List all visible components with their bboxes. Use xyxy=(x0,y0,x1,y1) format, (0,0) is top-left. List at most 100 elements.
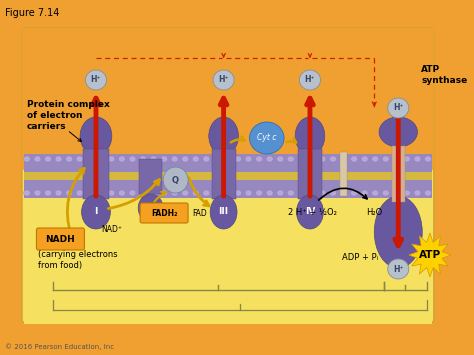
Ellipse shape xyxy=(255,156,263,162)
Text: NAD⁺: NAD⁺ xyxy=(101,225,122,235)
Ellipse shape xyxy=(171,190,178,196)
Ellipse shape xyxy=(139,190,146,196)
Ellipse shape xyxy=(425,156,431,162)
Ellipse shape xyxy=(182,190,189,196)
Ellipse shape xyxy=(374,196,422,268)
Ellipse shape xyxy=(66,156,73,162)
Ellipse shape xyxy=(414,190,421,196)
Text: FADH₂: FADH₂ xyxy=(151,208,177,218)
Ellipse shape xyxy=(361,156,368,162)
Bar xyxy=(298,149,322,199)
Ellipse shape xyxy=(224,190,231,196)
Ellipse shape xyxy=(224,156,231,162)
Ellipse shape xyxy=(372,156,379,162)
Text: III: III xyxy=(219,208,228,217)
FancyBboxPatch shape xyxy=(22,28,434,170)
Ellipse shape xyxy=(340,156,347,162)
Ellipse shape xyxy=(150,190,157,196)
Ellipse shape xyxy=(213,70,234,90)
FancyBboxPatch shape xyxy=(36,228,84,250)
Ellipse shape xyxy=(245,190,252,196)
Ellipse shape xyxy=(76,190,83,196)
Ellipse shape xyxy=(45,190,51,196)
Ellipse shape xyxy=(108,156,115,162)
Ellipse shape xyxy=(210,195,237,229)
Ellipse shape xyxy=(403,156,410,162)
Ellipse shape xyxy=(329,190,337,196)
Ellipse shape xyxy=(118,190,125,196)
Ellipse shape xyxy=(245,156,252,162)
Ellipse shape xyxy=(319,156,326,162)
Ellipse shape xyxy=(97,190,104,196)
Ellipse shape xyxy=(414,156,421,162)
Ellipse shape xyxy=(266,156,273,162)
Ellipse shape xyxy=(138,194,163,222)
Ellipse shape xyxy=(150,156,157,162)
Text: H⁺: H⁺ xyxy=(393,264,403,273)
Ellipse shape xyxy=(309,156,315,162)
Text: Figure 7.14: Figure 7.14 xyxy=(5,8,59,18)
Ellipse shape xyxy=(55,190,62,196)
Ellipse shape xyxy=(351,156,357,162)
Ellipse shape xyxy=(388,98,409,118)
Ellipse shape xyxy=(393,190,400,196)
Ellipse shape xyxy=(351,190,357,196)
Ellipse shape xyxy=(23,190,30,196)
Bar xyxy=(24,172,432,180)
Ellipse shape xyxy=(277,190,283,196)
Ellipse shape xyxy=(45,156,51,162)
Bar xyxy=(392,146,405,202)
Bar xyxy=(211,149,236,199)
Ellipse shape xyxy=(235,156,241,162)
Ellipse shape xyxy=(161,156,167,162)
Ellipse shape xyxy=(108,190,115,196)
Text: H⁺: H⁺ xyxy=(305,76,315,84)
Ellipse shape xyxy=(372,190,379,196)
Bar xyxy=(139,159,162,194)
Ellipse shape xyxy=(209,117,238,155)
Ellipse shape xyxy=(295,117,325,155)
Ellipse shape xyxy=(139,156,146,162)
Ellipse shape xyxy=(203,156,210,162)
Ellipse shape xyxy=(55,156,62,162)
Ellipse shape xyxy=(192,190,199,196)
Ellipse shape xyxy=(235,190,241,196)
Ellipse shape xyxy=(298,156,305,162)
Ellipse shape xyxy=(319,190,326,196)
Ellipse shape xyxy=(300,70,320,90)
Text: H₂O: H₂O xyxy=(366,208,383,217)
Ellipse shape xyxy=(182,156,189,162)
Text: ADP + Pᵢ: ADP + Pᵢ xyxy=(342,253,378,262)
Ellipse shape xyxy=(249,122,284,154)
Ellipse shape xyxy=(129,156,136,162)
Ellipse shape xyxy=(129,190,136,196)
Ellipse shape xyxy=(393,156,400,162)
Ellipse shape xyxy=(309,190,315,196)
Ellipse shape xyxy=(255,190,263,196)
Ellipse shape xyxy=(34,156,41,162)
Ellipse shape xyxy=(87,156,94,162)
Ellipse shape xyxy=(383,156,389,162)
Ellipse shape xyxy=(388,259,409,279)
Ellipse shape xyxy=(287,190,294,196)
Ellipse shape xyxy=(329,156,337,162)
Ellipse shape xyxy=(379,117,418,147)
Text: II: II xyxy=(148,203,154,213)
Bar xyxy=(24,194,432,324)
Ellipse shape xyxy=(163,167,188,193)
Ellipse shape xyxy=(87,190,94,196)
Ellipse shape xyxy=(34,190,41,196)
Ellipse shape xyxy=(425,190,431,196)
Bar xyxy=(340,152,347,196)
Ellipse shape xyxy=(171,156,178,162)
Ellipse shape xyxy=(118,156,125,162)
Ellipse shape xyxy=(23,156,30,162)
Text: (carrying electrons
from food): (carrying electrons from food) xyxy=(38,250,118,270)
Ellipse shape xyxy=(192,156,199,162)
Ellipse shape xyxy=(361,190,368,196)
Ellipse shape xyxy=(97,156,104,162)
Ellipse shape xyxy=(82,195,110,229)
Text: H⁺: H⁺ xyxy=(91,76,101,84)
Ellipse shape xyxy=(76,156,83,162)
Text: ATP
synthase: ATP synthase xyxy=(421,65,467,85)
